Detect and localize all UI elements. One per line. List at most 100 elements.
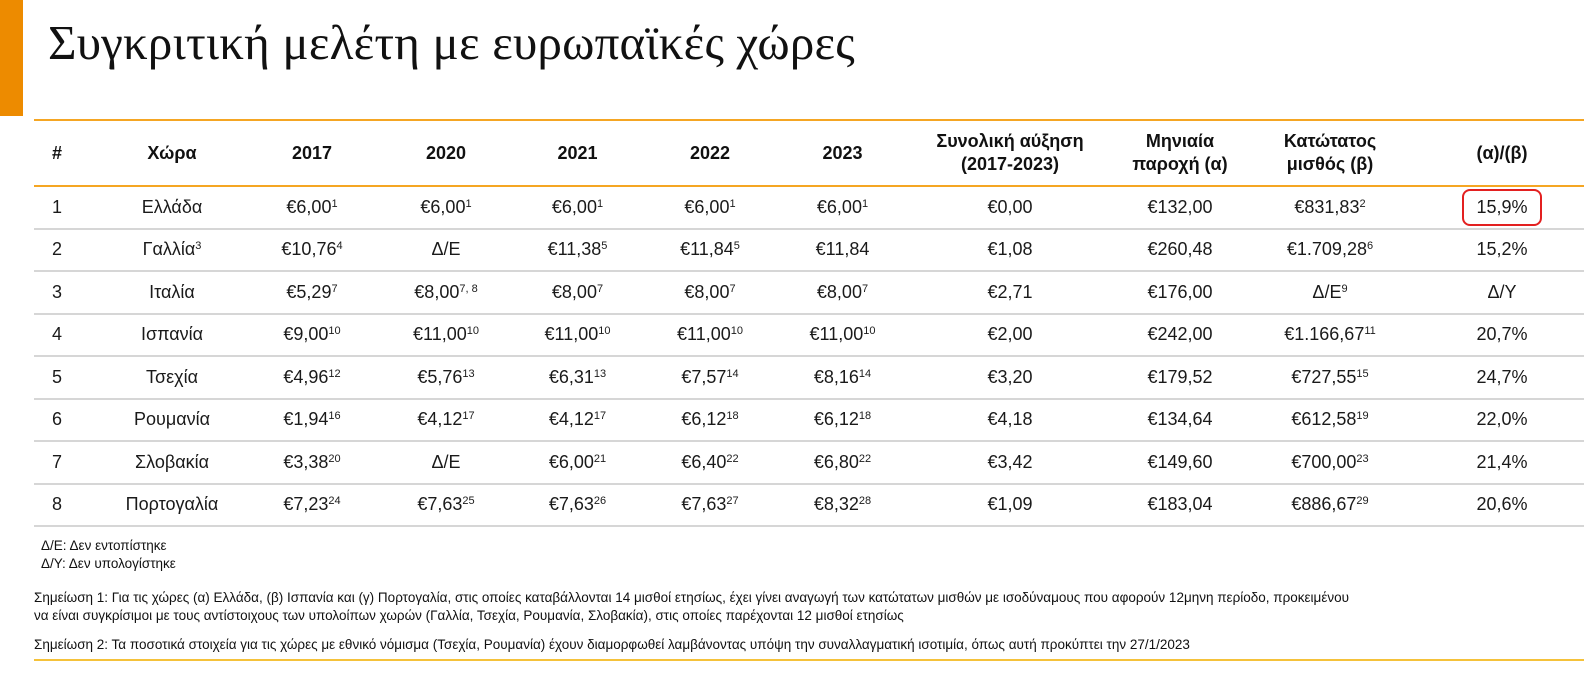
cell-monthly-benefit: €132,00: [1110, 186, 1250, 230]
cell-total-increase-value: €2,00: [987, 324, 1033, 345]
cell-country-value: Γαλλία: [142, 239, 196, 260]
cell-2021-value: €4,12: [548, 409, 594, 430]
cell-2017-value: €7,23: [283, 494, 329, 515]
cell-total-increase-value: €2,71: [987, 281, 1033, 302]
cell-2017: €6,001: [242, 186, 382, 230]
footnote-ref: 18: [726, 410, 739, 423]
highlighted-ratio-box: 15,9%: [1462, 189, 1542, 227]
cell-ratio-value: 15,2%: [1476, 239, 1528, 260]
cell-monthly-benefit: €134,64: [1110, 398, 1250, 442]
cell-country-value: Σλοβακία: [134, 451, 210, 472]
cell-total-increase-value: €4,18: [987, 409, 1033, 430]
cell-2023-value: €11,84: [815, 239, 870, 260]
footnote-ref: 21: [593, 452, 607, 465]
cell-monthly-benefit-value: €242,00: [1147, 324, 1213, 345]
cell-total-increase: €1,08: [910, 228, 1110, 272]
cell-2017: €5,297: [242, 271, 382, 315]
cell-ratio: 15,9%: [1410, 186, 1584, 230]
cell-2017-value: €4,96: [283, 366, 329, 387]
cell-monthly-benefit-value: €260,48: [1147, 239, 1213, 260]
cell-country-value: Ελλάδα: [141, 196, 203, 217]
cell-num-value: 2: [52, 239, 63, 260]
footnote-ref: 17: [593, 410, 607, 423]
cell-2023: €11,84: [775, 228, 910, 272]
cell-2022: €8,007: [645, 271, 775, 315]
footnote-ref: 10: [598, 325, 611, 338]
footnote-ref: 7: [596, 282, 604, 295]
cell-2022: €7,6327: [645, 483, 775, 527]
cell-country-value: Τσεχία: [145, 366, 198, 387]
cell-monthly-benefit: €149,60: [1110, 441, 1250, 485]
cell-ratio-value: 22,0%: [1476, 409, 1528, 430]
footnote-ref: 5: [601, 240, 608, 253]
footnote-ref: 9: [1341, 282, 1348, 295]
cell-2022: €6,1218: [645, 398, 775, 442]
cell-2021: €6,0021: [510, 441, 645, 485]
cell-monthly-benefit-value: €179,52: [1147, 366, 1213, 387]
cell-minimum-wage-value: €700,00: [1291, 451, 1357, 472]
cell-2017: €4,9612: [242, 356, 382, 400]
footnote-ref: 5: [733, 240, 740, 253]
footnote-ref: 13: [593, 367, 607, 380]
footnote-ref: 7: [861, 282, 869, 295]
cell-2023: €6,001: [775, 186, 910, 230]
cell-num-value: 4: [52, 324, 63, 345]
header-minwage-line1: Κατώτατος: [1283, 131, 1377, 151]
cell-2017: €1,9416: [242, 398, 382, 442]
footnote-ref: 1: [861, 197, 869, 210]
cell-minimum-wage-value: €831,83: [1294, 196, 1360, 217]
cell-num: 3: [34, 271, 102, 315]
cell-minimum-wage: €1.709,286: [1250, 228, 1410, 272]
cell-2022: €6,4022: [645, 441, 775, 485]
cell-country: Ρουμανία: [102, 398, 242, 442]
accent-bar: [0, 0, 23, 116]
footnote-ref: 17: [462, 410, 475, 423]
cell-country: Ελλάδα: [102, 186, 242, 230]
header-total-increase-line2: (2017-2023): [960, 154, 1060, 174]
footnote-ref: 14: [726, 367, 739, 380]
cell-2020: €7,6325: [382, 483, 510, 527]
cell-ratio-value: 20,7%: [1476, 324, 1528, 345]
footnote-ref: 22: [858, 452, 872, 465]
cell-country-value: Ιταλία: [149, 281, 195, 302]
cell-monthly-benefit: €183,04: [1110, 483, 1250, 527]
cell-2020-value: Δ/Ε: [431, 451, 461, 472]
cell-2022: €7,5714: [645, 356, 775, 400]
cell-2022-value: €7,57: [681, 366, 727, 387]
footnote-ref: 3: [195, 240, 202, 253]
cell-2022: €11,0010: [645, 313, 775, 357]
cell-2020: €6,001: [382, 186, 510, 230]
abbreviation-not-found: Δ/Ε: Δεν εντοπίστηκε: [41, 538, 167, 553]
bottom-divider: [34, 659, 1584, 661]
footnote-ref: 24: [328, 495, 341, 508]
cell-2021-value: €11,38: [547, 239, 602, 260]
page-title: Συγκριτική μελέτη με ευρωπαϊκές χώρες: [48, 15, 855, 70]
cell-2022-value: €11,84: [680, 239, 734, 260]
footnote-ref: 1: [465, 197, 472, 210]
cell-total-increase: €3,42: [910, 441, 1110, 485]
cell-minimum-wage-value: €727,55: [1291, 366, 1357, 387]
cell-minimum-wage-value: Δ/Ε: [1312, 281, 1342, 302]
cell-2021-value: €6,31: [548, 366, 594, 387]
cell-total-increase-value: €3,20: [987, 366, 1033, 387]
cell-2017: €9,0010: [242, 313, 382, 357]
header-num: #: [34, 119, 102, 187]
cell-monthly-benefit-value: €183,04: [1147, 494, 1213, 515]
cell-ratio: 15,2%: [1410, 228, 1584, 272]
cell-total-increase: €4,18: [910, 398, 1110, 442]
header-country: Χώρα: [102, 119, 242, 187]
cell-2020: €4,1217: [382, 398, 510, 442]
header-monthly-line1: Μηνιαία: [1145, 131, 1215, 151]
cell-num: 6: [34, 398, 102, 442]
cell-2021-value: €11,00: [544, 324, 599, 345]
abbreviations-legend: Δ/Ε: Δεν εντοπίστηκε Δ/Υ: Δεν υπολογίστη…: [40, 537, 176, 573]
header-minimum-wage: Κατώτατος μισθός (β): [1250, 119, 1410, 187]
cell-2017: €3,3820: [242, 441, 382, 485]
footnote-ref: 4: [336, 240, 343, 253]
cell-2023-value: €6,00: [816, 196, 862, 217]
footnote-ref: 10: [730, 325, 743, 338]
footnote-ref: 13: [462, 367, 475, 380]
footnote-ref: 27: [726, 495, 739, 508]
cell-2021: €7,6326: [510, 483, 645, 527]
cell-2020: €8,007, 8: [382, 271, 510, 315]
